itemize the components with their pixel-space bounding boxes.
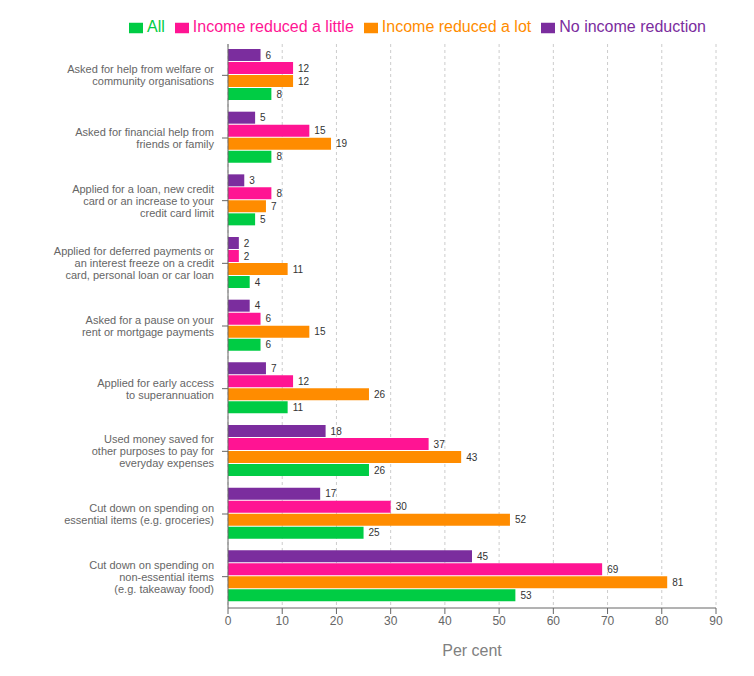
svg-text:20: 20 — [330, 614, 344, 628]
svg-text:81: 81 — [672, 577, 684, 588]
svg-text:Asked for a pause on yourrent: Asked for a pause on yourrent or mortgag… — [82, 314, 215, 338]
svg-text:4: 4 — [255, 277, 261, 288]
svg-text:17: 17 — [325, 488, 337, 499]
html-text:Income reduced a lot: Income reduced a lot — [381, 18, 532, 35]
svg-text:18: 18 — [331, 426, 343, 437]
svg-text:50: 50 — [492, 614, 506, 628]
svg-text:6: 6 — [266, 339, 272, 350]
svg-text:8: 8 — [276, 151, 282, 162]
svg-text:52: 52 — [515, 514, 527, 525]
svg-text:2: 2 — [244, 251, 250, 262]
svg-text:6: 6 — [266, 313, 272, 324]
svg-text:5: 5 — [260, 214, 266, 225]
svg-text:69: 69 — [607, 564, 619, 575]
svg-text:12: 12 — [298, 63, 310, 74]
svg-text:5: 5 — [260, 112, 266, 123]
svg-text:8: 8 — [276, 188, 282, 199]
svg-text:11: 11 — [293, 264, 304, 275]
svg-text:Cut down on spending onnon-ess: Cut down on spending onnon-essential ite… — [89, 559, 214, 595]
svg-text:53: 53 — [520, 590, 532, 601]
svg-text:30: 30 — [396, 501, 408, 512]
svg-text:7: 7 — [271, 201, 277, 212]
svg-text:10: 10 — [276, 614, 290, 628]
html-text:Income reduced a little: Income reduced a little — [192, 18, 354, 35]
svg-text:Applied for a loan, new credit: Applied for a loan, new creditcard or an… — [72, 183, 214, 219]
svg-text:90: 90 — [709, 614, 723, 628]
html-text:No income reduction: No income reduction — [559, 18, 706, 35]
svg-text:15: 15 — [314, 125, 326, 136]
svg-text:12: 12 — [298, 76, 310, 87]
svg-text:40: 40 — [438, 614, 452, 628]
svg-text:Per cent: Per cent — [442, 642, 502, 659]
svg-text:Applied for early accessto sup: Applied for early accessto superannuatio… — [97, 377, 214, 401]
svg-text:80: 80 — [655, 614, 669, 628]
svg-text:15: 15 — [314, 326, 326, 337]
svg-text:26: 26 — [374, 465, 386, 476]
html-text:All: All — [147, 18, 165, 35]
svg-text:19: 19 — [336, 138, 348, 149]
svg-text:Applied for deferred payments: Applied for deferred payments oran inter… — [54, 245, 215, 281]
svg-text:11: 11 — [293, 402, 304, 413]
svg-text:4: 4 — [255, 300, 261, 311]
svg-text:30: 30 — [384, 614, 398, 628]
svg-text:43: 43 — [466, 452, 478, 463]
svg-text:Used money saved forother purp: Used money saved forother purposes to pa… — [92, 433, 215, 469]
svg-text:60: 60 — [547, 614, 561, 628]
svg-text:8: 8 — [276, 89, 282, 100]
svg-text:Cut down on spending onessenti: Cut down on spending onessential items (… — [64, 502, 214, 526]
svg-text:26: 26 — [374, 389, 386, 400]
svg-text:Asked for help from welfare or: Asked for help from welfare orcommunity … — [67, 63, 214, 87]
svg-text:6: 6 — [266, 50, 272, 61]
svg-text:3: 3 — [249, 175, 255, 186]
svg-text:37: 37 — [434, 439, 446, 450]
svg-text:Asked for financial help fromf: Asked for financial help fromfriends or … — [75, 126, 214, 150]
svg-text:70: 70 — [601, 614, 615, 628]
svg-text:25: 25 — [369, 527, 381, 538]
svg-text:7: 7 — [271, 363, 277, 374]
svg-text:2: 2 — [244, 238, 250, 249]
svg-text:0: 0 — [225, 614, 232, 628]
svg-text:12: 12 — [298, 376, 310, 387]
svg-text:45: 45 — [477, 551, 489, 562]
